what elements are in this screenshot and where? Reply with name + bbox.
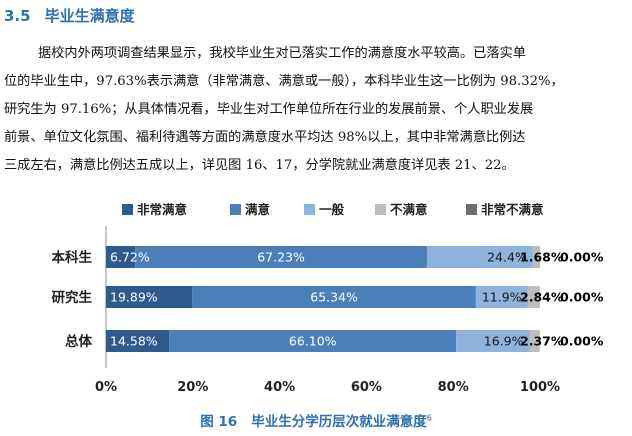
data-label: 1.68% <box>520 250 564 265</box>
legend-label: 非常不满意 <box>481 202 544 217</box>
data-label: 66.10% <box>289 334 337 349</box>
category-label: 本科生 <box>52 249 93 266</box>
legend-label: 不满意 <box>390 202 428 217</box>
paragraph-line: 据校内外两项调查结果显示，我校毕业生对已落实工作的满意度水平较高。已落实单 <box>38 46 526 61</box>
section-heading: 3.5 毕业生满意度 <box>4 5 135 26</box>
bar-segment <box>529 330 540 352</box>
figure-caption: 图 16 毕业生分学历层次就业满意度6 <box>0 410 632 431</box>
data-label: 19.89% <box>110 290 158 305</box>
x-tick-label: 60% <box>351 380 382 395</box>
bar-segment <box>475 286 528 308</box>
bar-segment <box>532 246 541 268</box>
figure-number: 图 16 <box>200 414 238 430</box>
data-label: 16.9% <box>484 334 524 349</box>
legend-swatch <box>466 204 477 215</box>
bar-segment <box>527 286 540 308</box>
bar-segment <box>169 330 457 352</box>
x-tick-label: 20% <box>177 380 208 395</box>
paragraph-line: 研究生为 97.16%；从具体情况看，毕业生对工作单位所在行业的发展前景、个人职… <box>4 102 534 117</box>
data-label: 2.37% <box>520 334 564 349</box>
legend-swatch <box>304 204 315 215</box>
data-label: 11.9% <box>482 290 522 305</box>
section-title: 毕业生满意度 <box>44 7 135 25</box>
data-label: 65.34% <box>310 290 358 305</box>
legend-label: 一般 <box>319 202 345 217</box>
bar-segment <box>106 330 170 352</box>
data-label: 0.00% <box>560 334 604 349</box>
legend-label: 非常满意 <box>137 202 187 217</box>
figure-title: 毕业生分学历层次就业满意度 <box>251 414 427 430</box>
section-number: 3.5 <box>4 7 31 25</box>
legend-label: 满意 <box>245 202 270 217</box>
legend-swatch <box>230 204 241 215</box>
data-label: 67.23% <box>257 250 305 265</box>
paragraph-line: 前景、单位文化氛围、福利待遇等方面的满意度水平均达 98%以上，其中非常满意比例… <box>4 130 526 145</box>
data-label: 0.00% <box>560 290 604 305</box>
legend-swatch <box>122 204 133 215</box>
paragraph-line: 位的毕业生中，97.63%表示满意（非常满意、满意或一般），本科毕业生这一比例为… <box>4 74 564 89</box>
data-label: 24.4% <box>487 250 527 265</box>
bar-segment <box>426 246 533 268</box>
footnote-marker: 6 <box>426 413 432 423</box>
category-label: 总体 <box>65 333 92 350</box>
legend-swatch <box>375 204 386 215</box>
x-tick-label: 0% <box>95 380 117 395</box>
paragraph-line: 三成左右，满意比例达五成以上，详见图 16、17，分学院就业满意度详见表 21、… <box>4 158 515 173</box>
bar-segment <box>192 286 476 308</box>
data-label: 14.58% <box>110 334 158 349</box>
data-label: 6.72% <box>110 250 150 265</box>
x-tick-label: 40% <box>264 380 295 395</box>
bar-segment <box>106 246 136 268</box>
category-label: 研究生 <box>52 289 93 306</box>
x-tick-label: 80% <box>438 380 469 395</box>
bar-segment <box>106 286 193 308</box>
x-tick-label: 100% <box>520 380 560 395</box>
body-paragraph: 据校内外两项调查结果显示，我校毕业生对已落实工作的满意度水平较高。已落实单 位的… <box>4 40 630 180</box>
bar-segment <box>456 330 530 352</box>
data-label: 2.84% <box>520 290 564 305</box>
bar-segment <box>135 246 427 268</box>
data-label: 0.00% <box>560 250 604 265</box>
